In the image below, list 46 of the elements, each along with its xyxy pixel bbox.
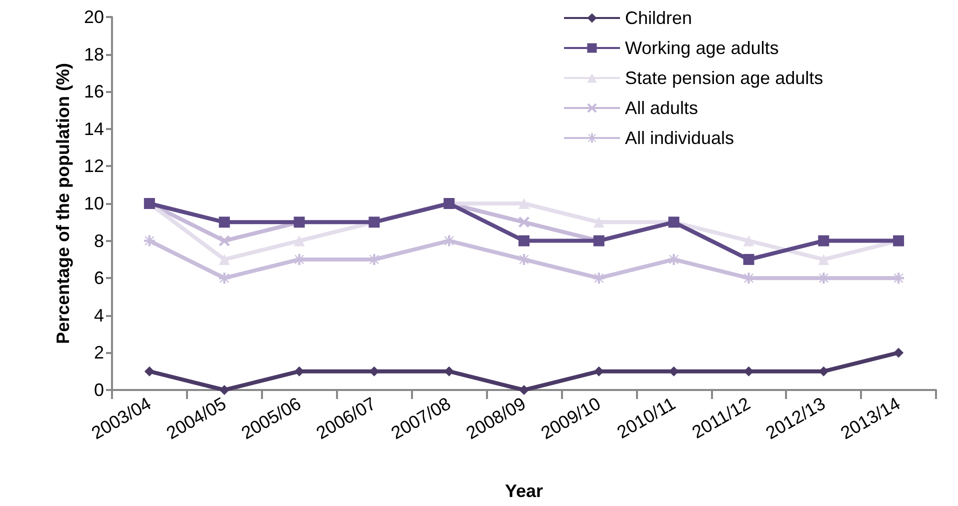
point: [444, 366, 454, 376]
y-tick-label: 10: [84, 194, 104, 214]
legend-label: Children: [625, 8, 692, 28]
point: [144, 235, 155, 246]
y-tick-label: 18: [84, 44, 104, 64]
y-tick-label: 20: [84, 7, 104, 27]
y-tick-label: 4: [94, 305, 104, 326]
point: [218, 272, 230, 284]
x-axis-title: Year: [504, 481, 544, 501]
point: [743, 272, 754, 284]
point: [219, 385, 230, 395]
point: [444, 235, 455, 246]
point: [368, 254, 380, 265]
y-tick-label: 14: [84, 118, 104, 139]
point: [518, 216, 530, 228]
legend-label: All individuals: [625, 128, 734, 148]
point: [894, 348, 904, 358]
point: [818, 272, 830, 284]
y-tick-label: 2: [94, 342, 104, 363]
point: [593, 216, 604, 228]
y-tick-label: 0: [94, 380, 104, 400]
point: [518, 235, 530, 246]
y-tick-label: 6: [94, 268, 104, 288]
point: [218, 235, 230, 246]
point: [518, 198, 530, 209]
point: [519, 385, 529, 395]
point: [144, 366, 154, 376]
y-axis-title: Percentage of the population (%): [53, 62, 73, 344]
point: [218, 254, 230, 265]
y-tick-label: 8: [94, 230, 104, 251]
legend-label: All adults: [625, 98, 698, 118]
point: [668, 254, 680, 265]
y-tick-label: 12: [84, 156, 104, 176]
legend-label: State pension age adults: [625, 68, 824, 88]
legend-label: Working age adults: [625, 38, 779, 58]
point: [818, 366, 829, 376]
point: [294, 235, 305, 246]
point: [593, 272, 604, 284]
point: [818, 254, 830, 265]
point: [218, 216, 230, 228]
point: [743, 235, 754, 246]
point: [518, 254, 530, 265]
point: [893, 272, 904, 284]
point: [294, 254, 305, 265]
y-tick-label: 16: [84, 82, 104, 102]
point: [594, 366, 604, 376]
